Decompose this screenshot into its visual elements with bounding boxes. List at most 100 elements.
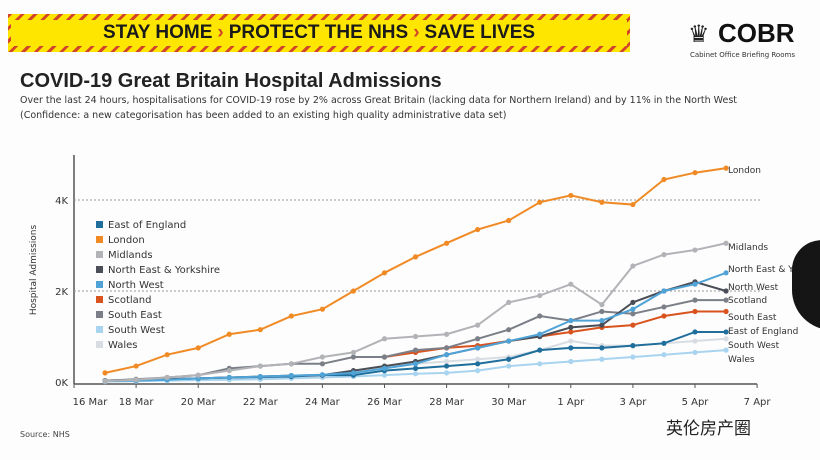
data-point[interactable] bbox=[319, 361, 325, 367]
data-point[interactable] bbox=[164, 374, 170, 381]
data-point[interactable] bbox=[506, 356, 512, 362]
data-point[interactable] bbox=[319, 372, 325, 378]
data-point[interactable] bbox=[288, 313, 294, 319]
data-point[interactable] bbox=[630, 299, 636, 305]
data-point[interactable] bbox=[723, 288, 729, 294]
data-point[interactable] bbox=[381, 354, 388, 360]
legend-item[interactable]: South East bbox=[108, 310, 162, 321]
data-point[interactable] bbox=[599, 308, 605, 315]
data-point[interactable] bbox=[537, 347, 543, 353]
data-point[interactable] bbox=[444, 352, 450, 358]
data-point[interactable] bbox=[692, 281, 698, 287]
data-point[interactable] bbox=[475, 356, 481, 362]
data-point[interactable] bbox=[723, 270, 729, 276]
data-point[interactable] bbox=[412, 254, 419, 260]
data-point[interactable] bbox=[412, 371, 419, 377]
data-point[interactable] bbox=[661, 340, 667, 346]
data-point[interactable] bbox=[630, 306, 636, 312]
data-point[interactable] bbox=[661, 313, 667, 319]
data-point[interactable] bbox=[133, 377, 139, 383]
data-point[interactable] bbox=[568, 192, 574, 199]
data-point[interactable] bbox=[412, 347, 419, 353]
data-point[interactable] bbox=[692, 349, 698, 356]
data-point[interactable] bbox=[444, 240, 450, 246]
data-point[interactable] bbox=[568, 281, 574, 287]
data-point[interactable] bbox=[661, 252, 667, 258]
data-point[interactable] bbox=[692, 338, 698, 344]
data-point[interactable] bbox=[599, 317, 605, 324]
data-point[interactable] bbox=[102, 378, 108, 384]
data-point[interactable] bbox=[537, 361, 543, 367]
data-point[interactable] bbox=[723, 347, 729, 353]
legend-item[interactable]: South West bbox=[108, 325, 165, 336]
data-point[interactable] bbox=[537, 313, 543, 319]
data-point[interactable] bbox=[661, 352, 667, 358]
data-point[interactable] bbox=[475, 226, 481, 233]
data-point[interactable] bbox=[692, 170, 698, 176]
data-point[interactable] bbox=[195, 345, 201, 351]
data-point[interactable] bbox=[350, 370, 357, 376]
data-point[interactable] bbox=[723, 336, 729, 342]
data-point[interactable] bbox=[630, 354, 636, 360]
data-point[interactable] bbox=[506, 363, 512, 369]
data-point[interactable] bbox=[723, 165, 729, 171]
data-point[interactable] bbox=[630, 311, 636, 317]
data-point[interactable] bbox=[506, 299, 512, 305]
data-point[interactable] bbox=[506, 338, 512, 344]
data-point[interactable] bbox=[692, 308, 698, 315]
data-point[interactable] bbox=[723, 308, 729, 315]
data-point[interactable] bbox=[350, 288, 357, 294]
data-point[interactable] bbox=[599, 345, 605, 351]
data-point[interactable] bbox=[506, 327, 512, 333]
data-point[interactable] bbox=[257, 363, 263, 369]
legend-item[interactable]: Scotland bbox=[108, 295, 151, 306]
data-point[interactable] bbox=[444, 331, 450, 337]
legend-item[interactable]: East of England bbox=[108, 220, 186, 231]
data-point[interactable] bbox=[599, 322, 605, 328]
data-point[interactable] bbox=[412, 361, 419, 367]
data-point[interactable] bbox=[630, 343, 636, 349]
data-point[interactable] bbox=[475, 368, 481, 374]
data-point[interactable] bbox=[164, 352, 170, 358]
data-point[interactable] bbox=[630, 322, 636, 328]
data-point[interactable] bbox=[661, 288, 667, 294]
data-point[interactable] bbox=[568, 329, 574, 335]
data-point[interactable] bbox=[444, 363, 450, 369]
data-point[interactable] bbox=[599, 199, 605, 205]
data-point[interactable] bbox=[599, 302, 605, 308]
data-point[interactable] bbox=[444, 345, 450, 351]
data-point[interactable] bbox=[568, 324, 574, 330]
data-point[interactable] bbox=[226, 331, 232, 337]
data-point[interactable] bbox=[226, 368, 232, 374]
data-point[interactable] bbox=[506, 217, 512, 224]
data-point[interactable] bbox=[226, 374, 232, 381]
data-point[interactable] bbox=[692, 247, 698, 253]
data-point[interactable] bbox=[412, 333, 419, 340]
legend-item[interactable]: North East & Yorkshire bbox=[108, 265, 220, 276]
data-point[interactable] bbox=[537, 199, 543, 205]
data-point[interactable] bbox=[381, 270, 388, 276]
data-point[interactable] bbox=[288, 361, 294, 367]
data-point[interactable] bbox=[661, 304, 667, 310]
legend-item[interactable]: Wales bbox=[108, 340, 138, 351]
data-point[interactable] bbox=[381, 372, 388, 378]
data-point[interactable] bbox=[723, 240, 729, 246]
data-point[interactable] bbox=[568, 338, 574, 344]
data-point[interactable] bbox=[475, 345, 481, 351]
data-point[interactable] bbox=[444, 370, 450, 376]
data-point[interactable] bbox=[381, 365, 388, 371]
data-point[interactable] bbox=[319, 354, 325, 360]
legend-item[interactable]: North West bbox=[108, 280, 164, 291]
legend-item[interactable]: Midlands bbox=[108, 250, 153, 261]
data-point[interactable] bbox=[475, 336, 481, 342]
data-point[interactable] bbox=[661, 176, 667, 183]
data-point[interactable] bbox=[568, 358, 574, 365]
data-point[interactable] bbox=[350, 354, 357, 360]
data-point[interactable] bbox=[257, 373, 263, 380]
data-point[interactable] bbox=[599, 356, 605, 362]
data-point[interactable] bbox=[444, 358, 450, 365]
data-point[interactable] bbox=[692, 329, 698, 335]
data-point[interactable] bbox=[475, 361, 481, 367]
data-point[interactable] bbox=[133, 363, 139, 369]
data-point[interactable] bbox=[288, 373, 294, 379]
